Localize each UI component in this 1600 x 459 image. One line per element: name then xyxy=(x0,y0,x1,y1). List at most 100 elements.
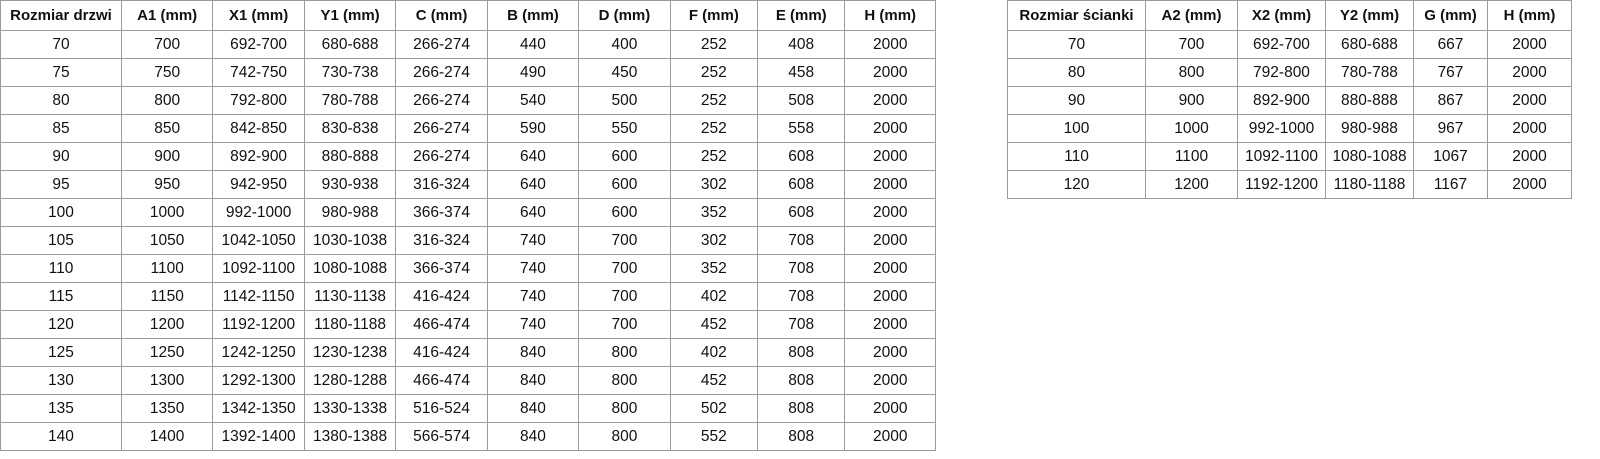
cell: 740 xyxy=(486,282,580,311)
cell: 2000 xyxy=(1487,30,1572,59)
column-header-a1: A1 (mm) xyxy=(120,0,214,31)
column-header-g: G (mm) xyxy=(1413,0,1488,31)
cell: 708 xyxy=(757,254,846,283)
cell: 1030-1038 xyxy=(303,226,397,255)
table-row: 75 750 742-750 730-738 266-274 490 450 2… xyxy=(0,58,936,87)
cell: 1400 xyxy=(120,422,214,451)
cell: 95 xyxy=(0,170,122,199)
cell: 120 xyxy=(1007,170,1146,199)
cell: 1330-1338 xyxy=(303,394,397,423)
cell: 708 xyxy=(757,310,846,339)
cell: 302 xyxy=(669,226,759,255)
cell: 70 xyxy=(1007,30,1146,59)
table-row: 80 800 792-800 780-788 266-274 540 500 2… xyxy=(0,86,936,115)
cell: 2000 xyxy=(844,86,936,115)
cell: 842-850 xyxy=(212,114,305,143)
cell: 980-988 xyxy=(1325,114,1414,143)
cell: 90 xyxy=(1007,86,1146,115)
cell: 892-900 xyxy=(1237,86,1326,115)
cell: 700 xyxy=(578,254,671,283)
table-row: 125 1250 1242-1250 1230-1238 416-424 840… xyxy=(0,338,936,367)
cell: 115 xyxy=(0,282,122,311)
cell: 500 xyxy=(578,86,671,115)
cell: 700 xyxy=(120,30,214,59)
cell: 840 xyxy=(486,394,580,423)
cell: 502 xyxy=(669,394,759,423)
table-row: 110 1100 1092-1100 1080-1088 1067 2000 xyxy=(1007,142,1572,171)
cell: 2000 xyxy=(844,170,936,199)
cell: 608 xyxy=(757,198,846,227)
cell: 600 xyxy=(578,198,671,227)
cell: 416-424 xyxy=(395,282,488,311)
cell: 130 xyxy=(0,366,122,395)
cell: 808 xyxy=(757,422,846,451)
cell: 2000 xyxy=(844,310,936,339)
cell: 800 xyxy=(578,366,671,395)
cell: 516-524 xyxy=(395,394,488,423)
cell: 800 xyxy=(578,422,671,451)
cell: 740 xyxy=(486,226,580,255)
cell: 800 xyxy=(578,338,671,367)
cell: 266-274 xyxy=(395,30,488,59)
cell: 2000 xyxy=(844,282,936,311)
cell: 892-900 xyxy=(212,142,305,171)
door-size-table-container: Rozmiar drzwi A1 (mm) X1 (mm) Y1 (mm) C … xyxy=(0,0,936,451)
cell: 2000 xyxy=(844,338,936,367)
cell: 1250 xyxy=(120,338,214,367)
cell: 1100 xyxy=(120,254,214,283)
cell: 880-888 xyxy=(303,142,397,171)
column-header-h2: H (mm) xyxy=(1487,0,1572,31)
table-row: 115 1150 1142-1150 1130-1138 416-424 740… xyxy=(0,282,936,311)
column-header-x2: X2 (mm) xyxy=(1237,0,1326,31)
cell: 808 xyxy=(757,366,846,395)
cell: 700 xyxy=(1145,30,1238,59)
door-size-table: Rozmiar drzwi A1 (mm) X1 (mm) Y1 (mm) C … xyxy=(0,0,936,451)
cell: 452 xyxy=(669,366,759,395)
cell: 2000 xyxy=(844,226,936,255)
table-row: 90 900 892-900 880-888 266-274 640 600 2… xyxy=(0,142,936,171)
cell: 2000 xyxy=(1487,142,1572,171)
cell: 252 xyxy=(669,58,759,87)
cell: 640 xyxy=(486,198,580,227)
cell: 2000 xyxy=(844,142,936,171)
cell: 466-474 xyxy=(395,310,488,339)
cell: 1000 xyxy=(1145,114,1238,143)
door-size-table-head: Rozmiar drzwi A1 (mm) X1 (mm) Y1 (mm) C … xyxy=(0,0,936,31)
cell: 100 xyxy=(1007,114,1146,143)
cell: 1092-1100 xyxy=(212,254,305,283)
table-header-row: Rozmiar drzwi A1 (mm) X1 (mm) Y1 (mm) C … xyxy=(0,0,936,31)
wall-size-table-body: 70 700 692-700 680-688 667 2000 80 800 7… xyxy=(1007,30,1572,199)
cell: 1050 xyxy=(120,226,214,255)
cell: 80 xyxy=(1007,58,1146,87)
cell: 700 xyxy=(578,226,671,255)
column-header-d: D (mm) xyxy=(578,0,671,31)
table-row: 110 1100 1092-1100 1080-1088 366-374 740… xyxy=(0,254,936,283)
cell: 780-788 xyxy=(303,86,397,115)
cell: 850 xyxy=(120,114,214,143)
cell: 566-574 xyxy=(395,422,488,451)
cell: 252 xyxy=(669,30,759,59)
wall-size-table: Rozmiar ścianki A2 (mm) X2 (mm) Y2 (mm) … xyxy=(1007,0,1572,199)
cell: 667 xyxy=(1413,30,1488,59)
cell: 830-838 xyxy=(303,114,397,143)
column-header-x1: X1 (mm) xyxy=(212,0,305,31)
cell: 700 xyxy=(578,282,671,311)
cell: 1180-1188 xyxy=(1325,170,1414,199)
cell: 316-324 xyxy=(395,170,488,199)
cell: 930-938 xyxy=(303,170,397,199)
wall-size-table-head: Rozmiar ścianki A2 (mm) X2 (mm) Y2 (mm) … xyxy=(1007,0,1572,31)
table-row: 70 700 692-700 680-688 667 2000 xyxy=(1007,30,1572,59)
cell: 558 xyxy=(757,114,846,143)
cell: 692-700 xyxy=(212,30,305,59)
cell: 120 xyxy=(0,310,122,339)
cell: 266-274 xyxy=(395,114,488,143)
column-header-c: C (mm) xyxy=(395,0,488,31)
table-header-row: Rozmiar ścianki A2 (mm) X2 (mm) Y2 (mm) … xyxy=(1007,0,1572,31)
cell: 100 xyxy=(0,198,122,227)
cell: 808 xyxy=(757,338,846,367)
cell: 590 xyxy=(486,114,580,143)
cell: 1180-1188 xyxy=(303,310,397,339)
table-row: 105 1050 1042-1050 1030-1038 316-324 740… xyxy=(0,226,936,255)
cell: 352 xyxy=(669,198,759,227)
cell: 1230-1238 xyxy=(303,338,397,367)
